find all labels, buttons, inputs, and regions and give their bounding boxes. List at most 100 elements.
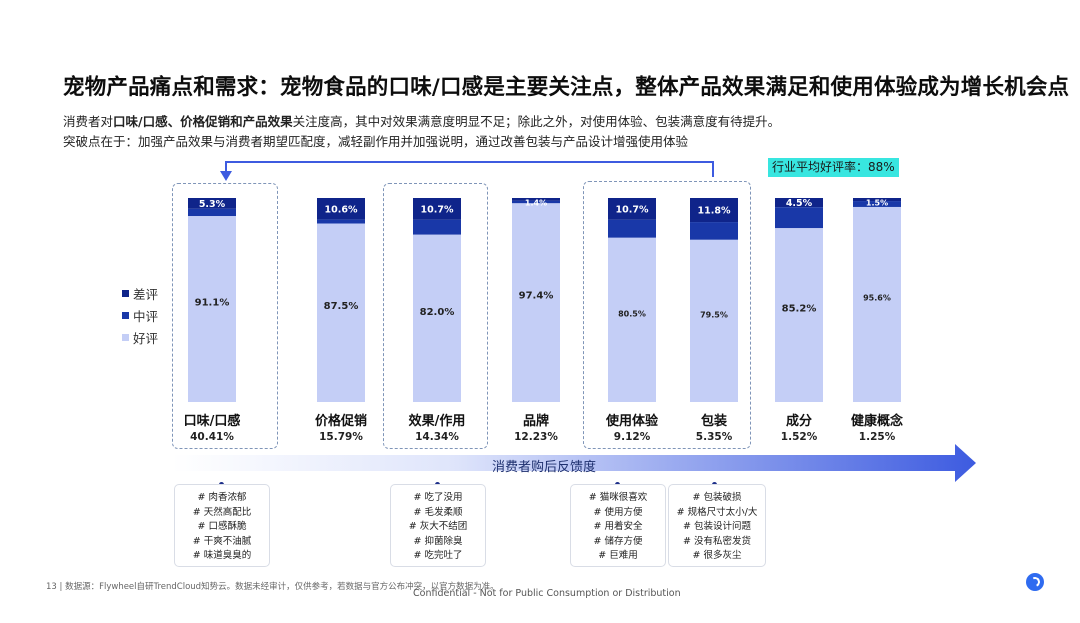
highlight-box-effect — [383, 183, 488, 449]
bar-mid-segment — [188, 208, 236, 217]
keyword-tag: # 用着安全 — [593, 521, 643, 532]
bar-bad-segment — [690, 198, 738, 223]
keyword-tag: # 灰大不结团 — [408, 521, 468, 532]
keyword-tag: # 使用方便 — [593, 506, 643, 518]
confidential-notice: Confidential - Not for Public Consumptio… — [413, 588, 681, 599]
keyword-tag: # 干爽不油腻 — [192, 535, 252, 547]
bad-value-label: 1.4% — [525, 199, 547, 208]
feedback-axis-label: 消费者购后反馈度 — [492, 460, 597, 475]
bar-good-segment — [690, 239, 738, 402]
keyword-tag: # 巨难用 — [598, 550, 638, 561]
keyword-tag: # 包装破损 — [692, 492, 742, 503]
legend-good: 好评 — [122, 326, 158, 348]
category-label: 价格促销 — [314, 414, 367, 429]
keyword-tag: # 猫咪很喜欢 — [588, 492, 648, 503]
keyword-tag: # 没有私密发货 — [683, 535, 751, 547]
feedback-axis-arrow-shape — [172, 444, 976, 482]
keyword-card-experience: # 猫咪很喜欢 # 使用方便 # 用着安全 # 储存方便 # 巨难用 — [570, 484, 666, 567]
legend-mid: 中评 — [122, 304, 158, 326]
keyword-tag: # 口感酥脆 — [197, 521, 247, 532]
good-value-label: 87.5% — [324, 301, 359, 312]
good-value-label: 79.5% — [700, 311, 728, 320]
good-value-label: 91.1% — [195, 297, 230, 308]
bad-value-label: 4.5% — [786, 198, 813, 209]
bar-mid-segment — [690, 222, 738, 240]
chart-legend: 差评 中评 好评 — [122, 282, 158, 348]
bar-bad-segment — [608, 198, 656, 220]
bar-good-segment — [775, 228, 823, 402]
feedback-axis-arrow — [172, 444, 976, 482]
bar-good-segment — [853, 206, 901, 402]
bar-mid-segment — [512, 200, 560, 204]
keyword-tag: # 抑菌除臭 — [413, 535, 463, 547]
bad-value-label: 10.7% — [421, 204, 454, 215]
category-label: 健康概念 — [850, 414, 903, 429]
bar-bad-segment — [853, 198, 901, 202]
bar-mid-segment — [775, 207, 823, 229]
bar-good-segment — [608, 237, 656, 402]
keyword-tag: # 很多灰尘 — [692, 550, 742, 561]
callout-arrow — [220, 161, 714, 181]
category-share-label: 9.12% — [613, 431, 651, 443]
category-label: 成分 — [785, 414, 812, 429]
bar-mid-segment — [608, 219, 656, 238]
bad-value-label: 10.7% — [616, 204, 649, 215]
legend-good-label: 好评 — [133, 330, 159, 346]
bar-good-segment — [413, 234, 461, 402]
keyword-tag: # 吃完吐了 — [413, 550, 463, 561]
bad-value-label: 5.3% — [199, 199, 226, 210]
bar-bad-segment — [512, 198, 560, 201]
bar-bad-segment — [317, 198, 365, 220]
category-label: 使用体验 — [605, 414, 658, 429]
keyword-tag: # 天然高配比 — [192, 506, 252, 518]
category-share-label: 1.25% — [858, 431, 896, 443]
category-share-label: 12.23% — [514, 431, 558, 443]
legend-mid-label: 中评 — [133, 308, 159, 324]
legend-bad-label: 差评 — [133, 286, 159, 302]
category-share-label: 1.52% — [780, 431, 818, 443]
legend-bad: 差评 — [122, 282, 158, 304]
keyword-tag: # 肉香浓郁 — [197, 492, 247, 503]
keyword-tag: # 吃了没用 — [413, 492, 463, 503]
keyword-tag: # 储存方便 — [593, 535, 643, 547]
highlight-box-taste — [172, 183, 278, 449]
category-label: 品牌 — [522, 414, 549, 429]
footer-source: 13 | 数据源：Flywheel自研TrendCloud知势云。数据未经审计，… — [46, 582, 499, 592]
keyword-tag: # 包装设计问题 — [683, 521, 751, 532]
category-label: 包装 — [700, 414, 727, 429]
industry-average-badge: 行业平均好评率：88% — [768, 158, 899, 177]
good-value-label: 80.5% — [618, 310, 646, 319]
subtitle-line-2: 突破点在于：加强产品效果与消费者期望匹配度，减轻副作用并加强说明，通过改善包装与… — [63, 134, 689, 149]
bar-bad-segment — [413, 198, 461, 220]
category-share-label: 40.41% — [190, 431, 234, 443]
good-value-label: 85.2% — [782, 304, 817, 315]
keyword-card-taste: # 肉香浓郁 # 天然高配比 # 口感酥脆 # 干爽不油腻 # 味道臭臭的 — [174, 484, 270, 567]
good-value-label: 82.0% — [420, 307, 455, 318]
subtitle-line-1: 消费者对口味/口感、价格促销和产品效果关注度高，其中对效果满意度明显不足；除此之… — [63, 114, 781, 129]
category-share-label: 5.35% — [695, 431, 733, 443]
bar-good-segment — [317, 223, 365, 402]
bar-good-segment — [188, 216, 236, 402]
brand-logo-icon — [1026, 573, 1044, 591]
bad-value-label: 11.8% — [698, 206, 731, 217]
legend-mid-swatch — [122, 311, 129, 319]
bar-good-segment — [512, 203, 560, 402]
bar-mid-segment — [853, 201, 901, 207]
bar-mid-segment — [413, 219, 461, 235]
bad-value-label: 10.6% — [325, 204, 358, 215]
bar-mid-segment — [317, 219, 365, 224]
keyword-card-packaging: # 包装破损 # 规格尺寸太小/大 # 包装设计问题 # 没有私密发货 # 很多… — [668, 484, 766, 567]
legend-bad-swatch — [122, 289, 129, 297]
good-value-label: 97.4% — [519, 291, 554, 302]
category-share-label: 15.79% — [319, 431, 363, 443]
keyword-card-effect: # 吃了没用 # 毛发柔顺 # 灰大不结团 # 抑菌除臭 # 吃完吐了 — [390, 484, 486, 567]
keyword-tag: # 味道臭臭的 — [192, 550, 252, 561]
bad-value-label: 1.5% — [866, 199, 888, 208]
keyword-tag: # 毛发柔顺 — [413, 506, 463, 518]
category-label: 口味/口感 — [183, 414, 241, 429]
bar-bad-segment — [775, 198, 823, 208]
category-share-label: 14.34% — [415, 431, 459, 443]
bar-bad-segment — [188, 198, 236, 209]
category-label: 效果/作用 — [408, 414, 466, 429]
